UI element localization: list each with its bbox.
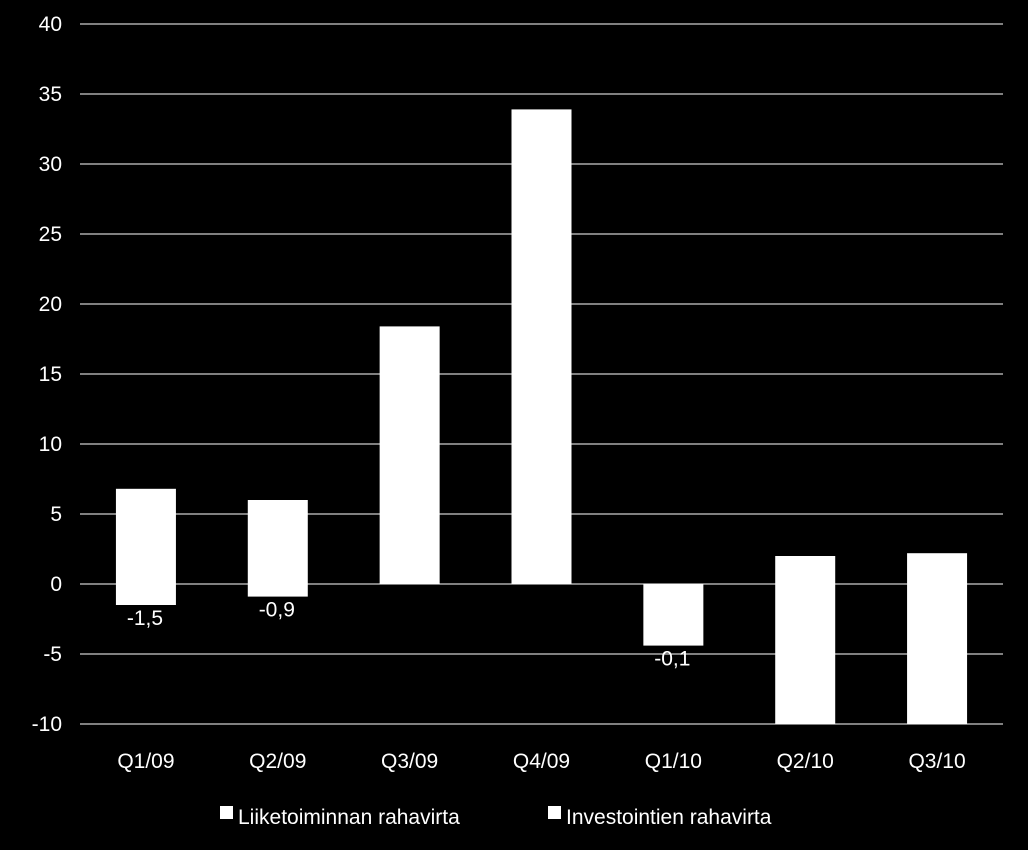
bar-investointien-Q2-10	[775, 584, 836, 724]
y-tick-label: 40	[39, 13, 62, 36]
x-tick-label: Q2/09	[249, 750, 306, 773]
x-tick-label: Q3/09	[381, 750, 438, 773]
bar-liiketoiminnan-Q1-09	[115, 488, 176, 584]
legend-label: Liiketoiminnan rahavirta	[238, 806, 460, 829]
data-label: -0,9	[259, 599, 295, 622]
bar-liiketoiminnan-Q2-10	[775, 556, 836, 584]
legend-swatch	[220, 806, 233, 819]
legend-label: Investointien rahavirta	[566, 806, 772, 829]
y-tick-label: 0	[50, 573, 62, 596]
y-tick-label: 20	[39, 293, 62, 316]
x-tick-label: Q1/09	[117, 750, 174, 773]
y-tick-label: 30	[39, 153, 62, 176]
bar-investointien-Q2-09	[247, 584, 308, 597]
y-tick-label: 5	[50, 503, 62, 526]
y-tick-label: -5	[43, 643, 62, 666]
legend-swatch	[548, 806, 561, 819]
bar-liiketoiminnan-Q3-09	[379, 326, 440, 584]
y-tick-label: -10	[32, 713, 62, 736]
x-tick-label: Q4/09	[513, 750, 570, 773]
bar-liiketoiminnan-Q4-09	[511, 109, 572, 585]
y-tick-label: 15	[39, 363, 62, 386]
x-tick-label: Q3/10	[908, 750, 965, 773]
bar-investointien-Q3-10	[907, 584, 968, 724]
y-tick-label: 35	[39, 83, 62, 106]
bar-liiketoiminnan-Q2-09	[247, 500, 308, 584]
x-tick-label: Q1/10	[645, 750, 702, 773]
y-tick-label: 25	[39, 223, 62, 246]
bar-liiketoiminnan-Q3-10	[907, 553, 968, 584]
data-label: -0,1	[654, 648, 690, 671]
y-tick-label: 10	[39, 433, 62, 456]
bar-investointien-Q1-09	[115, 584, 176, 605]
data-label: -1,5	[127, 607, 163, 630]
x-tick-label: Q2/10	[777, 750, 834, 773]
bar-investointien-Q1-10	[643, 584, 704, 646]
